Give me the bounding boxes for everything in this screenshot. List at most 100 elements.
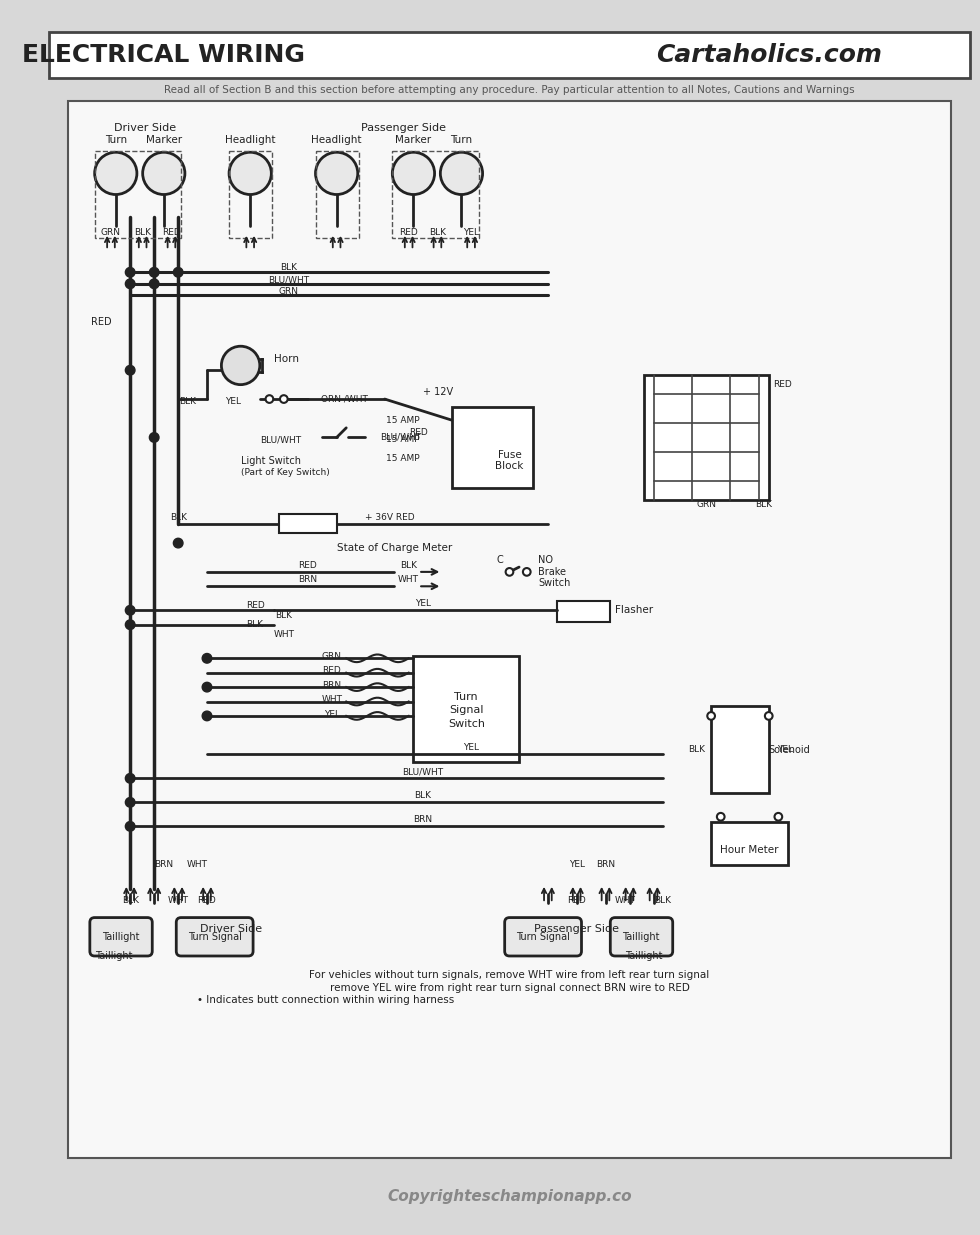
Text: Marker: Marker — [395, 135, 431, 144]
Text: State of Charge Meter: State of Charge Meter — [336, 543, 452, 553]
Bar — [279, 514, 336, 534]
Text: Switch: Switch — [448, 719, 485, 729]
Text: BLK: BLK — [247, 620, 264, 629]
Text: Flasher: Flasher — [615, 605, 654, 615]
Text: Light Switch: Light Switch — [241, 457, 301, 467]
Text: (Part of Key Switch): (Part of Key Switch) — [241, 468, 329, 478]
FancyBboxPatch shape — [611, 918, 672, 956]
Text: RED: RED — [91, 317, 112, 327]
Text: Cartaholics.com: Cartaholics.com — [656, 43, 882, 67]
Circle shape — [149, 268, 159, 277]
Circle shape — [173, 268, 183, 277]
Text: BLK: BLK — [275, 610, 292, 620]
Text: RED: RED — [773, 380, 792, 389]
Circle shape — [125, 773, 135, 783]
Text: RED: RED — [567, 895, 586, 905]
Circle shape — [316, 152, 358, 194]
Circle shape — [506, 568, 514, 576]
Text: BRN: BRN — [596, 861, 615, 869]
Text: RED: RED — [299, 561, 318, 569]
Text: WHT: WHT — [273, 630, 294, 638]
Text: BLU/WHT: BLU/WHT — [403, 767, 444, 776]
Text: GRN: GRN — [101, 228, 121, 237]
Text: Headlight: Headlight — [225, 135, 275, 144]
Text: BRN: BRN — [154, 861, 173, 869]
Text: BLK: BLK — [280, 263, 297, 272]
Circle shape — [221, 346, 260, 384]
Text: WHT: WHT — [168, 895, 189, 905]
Text: YEL: YEL — [568, 861, 585, 869]
Text: C: C — [497, 556, 504, 566]
Circle shape — [708, 713, 715, 720]
Circle shape — [440, 152, 482, 194]
Text: BLK: BLK — [179, 398, 196, 406]
Text: BLU/WHT: BLU/WHT — [260, 436, 301, 445]
Text: Read all of Section B and this section before attempting any procedure. Pay part: Read all of Section B and this section b… — [165, 85, 855, 95]
Text: Driver Side: Driver Side — [200, 924, 262, 934]
Text: Brake: Brake — [538, 567, 566, 577]
Bar — [452, 406, 533, 488]
Circle shape — [202, 711, 212, 721]
Text: NO: NO — [538, 556, 554, 566]
Text: BLK: BLK — [655, 895, 671, 905]
Bar — [414, 656, 519, 762]
Circle shape — [125, 620, 135, 630]
Circle shape — [202, 682, 212, 692]
Text: ORN /WHT: ORN /WHT — [320, 394, 368, 404]
Text: GRN: GRN — [697, 500, 716, 509]
Text: BLK: BLK — [122, 895, 139, 905]
Bar — [95, 152, 181, 237]
Text: Switch: Switch — [538, 578, 570, 588]
Text: YEL: YEL — [416, 599, 431, 608]
Circle shape — [125, 279, 135, 289]
Circle shape — [125, 798, 135, 808]
Text: Turn: Turn — [451, 135, 472, 144]
Circle shape — [149, 432, 159, 442]
Circle shape — [765, 713, 772, 720]
Text: Fuse: Fuse — [498, 450, 521, 459]
Text: Marker: Marker — [146, 135, 182, 144]
Text: Headlight: Headlight — [312, 135, 362, 144]
Text: Taillight: Taillight — [102, 931, 139, 942]
Bar — [711, 706, 768, 793]
Circle shape — [125, 605, 135, 615]
Circle shape — [229, 152, 271, 194]
FancyBboxPatch shape — [505, 918, 581, 956]
Text: WHT: WHT — [614, 895, 635, 905]
Text: ELECTRICAL WIRING: ELECTRICAL WIRING — [23, 43, 306, 67]
Text: YEL: YEL — [464, 228, 479, 237]
Text: + 36V RED: + 36V RED — [366, 513, 416, 521]
Text: BLK: BLK — [688, 745, 706, 755]
Circle shape — [280, 395, 288, 403]
Bar — [392, 152, 479, 237]
Text: Passenger Side: Passenger Side — [534, 924, 619, 934]
Text: 15 AMP: 15 AMP — [385, 435, 419, 443]
Text: BRN: BRN — [414, 815, 432, 824]
Circle shape — [125, 821, 135, 831]
Circle shape — [523, 568, 530, 576]
Text: BLK: BLK — [415, 792, 431, 800]
Text: 15 AMP: 15 AMP — [385, 416, 419, 425]
Circle shape — [774, 813, 782, 820]
Text: BLK: BLK — [756, 500, 772, 509]
Bar — [316, 152, 359, 237]
Text: • Indicates butt connection within wiring harness: • Indicates butt connection within wirin… — [197, 995, 455, 1005]
Text: Hour Meter: Hour Meter — [720, 846, 779, 856]
Text: RED: RED — [322, 667, 341, 676]
Text: + 12V: + 12V — [423, 388, 453, 398]
Text: Signal: Signal — [449, 705, 483, 715]
Text: Copyrighteschampionapp.co: Copyrighteschampionapp.co — [387, 1188, 632, 1204]
Circle shape — [125, 366, 135, 375]
Text: YEL: YEL — [225, 398, 241, 406]
Text: Horn: Horn — [274, 353, 299, 364]
FancyBboxPatch shape — [90, 918, 152, 956]
Circle shape — [202, 653, 212, 663]
Circle shape — [266, 395, 273, 403]
Text: remove YEL wire from right rear turn signal connect BRN wire to RED: remove YEL wire from right rear turn sig… — [329, 983, 689, 993]
Text: YEL: YEL — [464, 743, 479, 752]
Text: Passenger Side: Passenger Side — [362, 124, 446, 133]
Circle shape — [125, 268, 135, 277]
Bar — [558, 600, 611, 621]
Bar — [711, 821, 788, 864]
Text: BRN: BRN — [298, 576, 318, 584]
